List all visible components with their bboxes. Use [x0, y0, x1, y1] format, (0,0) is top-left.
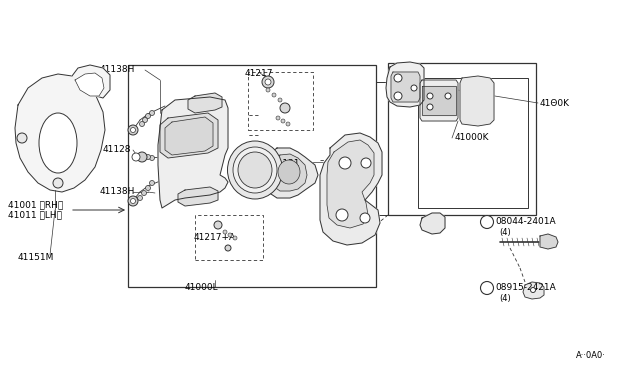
Circle shape	[141, 190, 147, 196]
Circle shape	[128, 125, 138, 135]
Circle shape	[481, 282, 493, 295]
Polygon shape	[160, 113, 218, 158]
Text: 41217: 41217	[245, 68, 273, 77]
Circle shape	[445, 93, 451, 99]
Circle shape	[427, 93, 433, 99]
Circle shape	[145, 154, 150, 160]
Circle shape	[17, 133, 27, 143]
Circle shape	[481, 215, 493, 228]
Text: 41217+A: 41217+A	[194, 234, 236, 243]
Circle shape	[278, 98, 282, 102]
Circle shape	[233, 236, 237, 240]
Circle shape	[131, 199, 136, 203]
Circle shape	[276, 116, 280, 120]
Text: 08915-2421A: 08915-2421A	[495, 283, 556, 292]
Text: 41121: 41121	[272, 158, 301, 167]
Text: 41138H: 41138H	[100, 187, 136, 196]
Text: 41138H: 41138H	[100, 65, 136, 74]
Circle shape	[138, 196, 143, 201]
Polygon shape	[188, 93, 222, 113]
Circle shape	[223, 230, 227, 234]
Circle shape	[281, 119, 285, 123]
Polygon shape	[75, 73, 104, 96]
Circle shape	[336, 209, 348, 221]
Text: A··0A0·: A··0A0·	[576, 350, 606, 359]
Circle shape	[228, 233, 232, 237]
Polygon shape	[460, 76, 494, 126]
Bar	[248, 72, 313, 130]
Circle shape	[262, 76, 274, 88]
Polygon shape	[386, 62, 424, 107]
Circle shape	[265, 79, 271, 85]
Ellipse shape	[227, 141, 282, 199]
Text: 41000L: 41000L	[185, 282, 219, 292]
Bar	[388, 63, 536, 215]
Ellipse shape	[238, 152, 272, 188]
Polygon shape	[72, 65, 110, 98]
Text: (4): (4)	[499, 294, 511, 302]
Circle shape	[360, 213, 370, 223]
Text: 41Θ0K: 41Θ0K	[540, 99, 570, 108]
Circle shape	[143, 118, 147, 122]
Polygon shape	[272, 154, 307, 191]
Text: (4): (4)	[499, 228, 511, 237]
Circle shape	[266, 88, 270, 92]
Circle shape	[53, 178, 63, 188]
Circle shape	[214, 221, 222, 229]
Circle shape	[531, 288, 536, 292]
Circle shape	[427, 104, 433, 110]
Circle shape	[131, 128, 136, 132]
Polygon shape	[158, 97, 228, 208]
Circle shape	[145, 113, 150, 119]
Polygon shape	[523, 282, 544, 299]
Text: W: W	[483, 283, 491, 292]
Text: B: B	[484, 218, 490, 227]
Text: 41151M: 41151M	[18, 253, 54, 263]
Circle shape	[394, 74, 402, 82]
Polygon shape	[15, 74, 105, 192]
Polygon shape	[420, 213, 445, 234]
Polygon shape	[327, 140, 374, 228]
Circle shape	[272, 93, 276, 97]
Circle shape	[140, 122, 145, 126]
Circle shape	[339, 157, 351, 169]
Polygon shape	[178, 187, 218, 206]
Circle shape	[411, 85, 417, 91]
Polygon shape	[422, 86, 456, 115]
Polygon shape	[391, 72, 420, 102]
Text: 41001 〈RH〉: 41001 〈RH〉	[8, 201, 63, 209]
Circle shape	[150, 180, 154, 186]
Ellipse shape	[39, 113, 77, 173]
Ellipse shape	[278, 160, 300, 184]
Polygon shape	[265, 148, 318, 198]
Bar	[195, 215, 263, 260]
Ellipse shape	[233, 147, 277, 193]
Circle shape	[145, 186, 150, 190]
Circle shape	[225, 245, 231, 251]
Text: 08044-2401A: 08044-2401A	[495, 218, 556, 227]
Polygon shape	[540, 234, 558, 249]
Text: 41000K: 41000K	[455, 134, 490, 142]
Bar	[418, 78, 528, 208]
Circle shape	[286, 122, 290, 126]
Text: 41128: 41128	[103, 145, 131, 154]
Circle shape	[141, 154, 147, 158]
Circle shape	[394, 92, 402, 100]
Circle shape	[150, 110, 154, 115]
Polygon shape	[420, 80, 458, 121]
Circle shape	[280, 103, 290, 113]
Circle shape	[150, 155, 154, 160]
Circle shape	[132, 153, 140, 161]
Polygon shape	[320, 133, 382, 245]
Circle shape	[361, 158, 371, 168]
Polygon shape	[165, 117, 213, 155]
Circle shape	[128, 196, 138, 206]
Bar	[128, 65, 376, 287]
Circle shape	[137, 152, 147, 162]
Text: 41011 〈LH〉: 41011 〈LH〉	[8, 211, 62, 219]
